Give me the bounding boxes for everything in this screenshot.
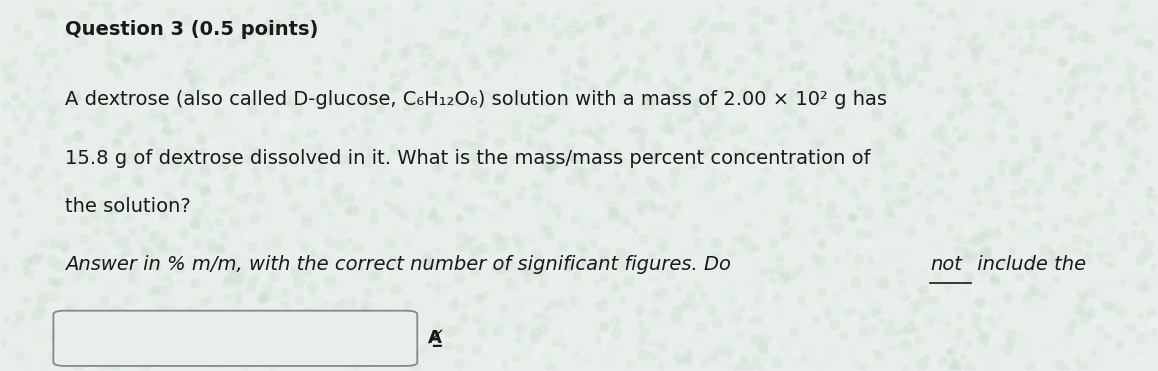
Point — [1113, 0, 1131, 3]
Text: A̸̲: A̸̲ — [428, 329, 442, 347]
Point — [735, 58, 754, 64]
Text: A dextrose (also called D-glucose, C₆H₁₂O₆) solution with a mass of 2.00 × 10² g: A dextrose (also called D-glucose, C₆H₁₂… — [65, 90, 887, 109]
Text: unit.: unit. — [65, 311, 109, 330]
Point — [975, 172, 994, 178]
Point — [646, 34, 665, 40]
FancyBboxPatch shape — [53, 311, 417, 366]
Text: not: not — [930, 256, 962, 275]
Text: Answer in % m/m, with the correct number of significant figures. Do: Answer in % m/m, with the correct number… — [65, 256, 736, 275]
Text: include the: include the — [972, 256, 1086, 275]
Point — [648, 151, 667, 157]
Point — [1041, 48, 1060, 54]
Text: Question 3 (0.5 points): Question 3 (0.5 points) — [65, 20, 318, 39]
Text: the solution?: the solution? — [65, 197, 191, 216]
Point — [799, 158, 818, 164]
Text: 15.8 g of dextrose dissolved in it. What is the mass/mass percent concentration : 15.8 g of dextrose dissolved in it. What… — [65, 149, 871, 168]
